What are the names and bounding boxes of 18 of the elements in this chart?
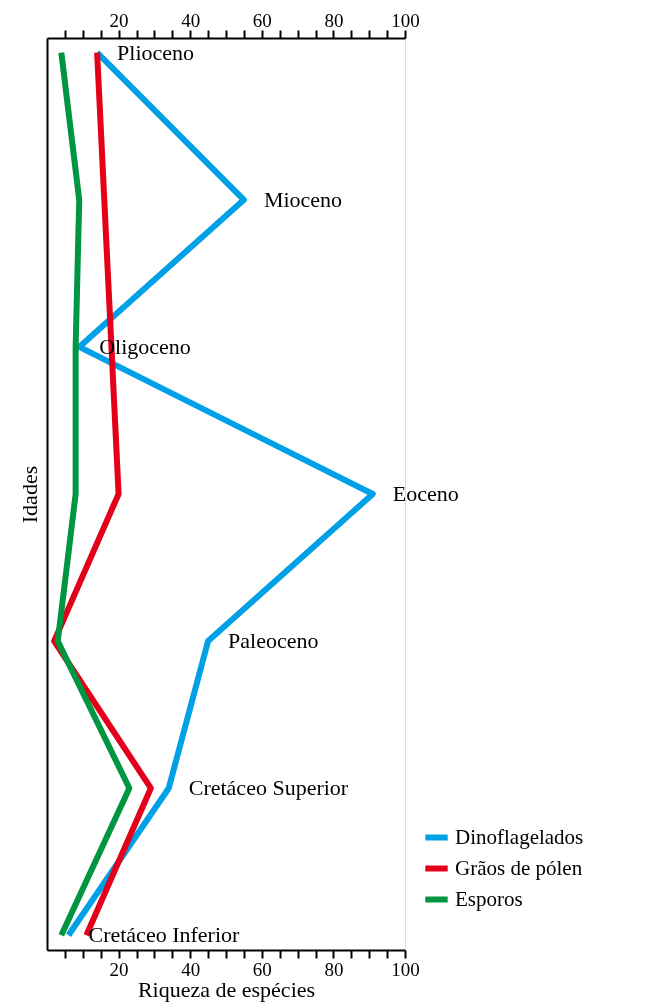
legend-label: Esporos	[455, 886, 523, 911]
y-tick-label: Cretáceo Inferior	[88, 922, 241, 948]
y-axis-title: Idades	[16, 465, 42, 524]
x2-tick-label: 80	[324, 9, 344, 31]
legend-label: Grãos de pólen	[455, 855, 583, 880]
y-tick-label: Cretáceo Superior	[188, 775, 349, 801]
x-tick-label: 80	[324, 958, 344, 980]
x-tick-label: 20	[109, 958, 129, 980]
x2-tick-label: 20	[109, 9, 129, 31]
y-tick-label: Paleoceno	[228, 628, 319, 654]
legend-label: Dinoflagelados	[455, 824, 584, 849]
y-tick-label: Mioceno	[263, 186, 343, 212]
x2-tick-label: 60	[252, 9, 272, 31]
y-tick-label: Plioceno	[117, 39, 195, 65]
x2-tick-label: 40	[181, 9, 201, 31]
x2-tick-label: 100	[391, 9, 420, 31]
y-tick-label: Eoceno	[392, 481, 459, 506]
x-tick-label: 100	[391, 958, 420, 980]
